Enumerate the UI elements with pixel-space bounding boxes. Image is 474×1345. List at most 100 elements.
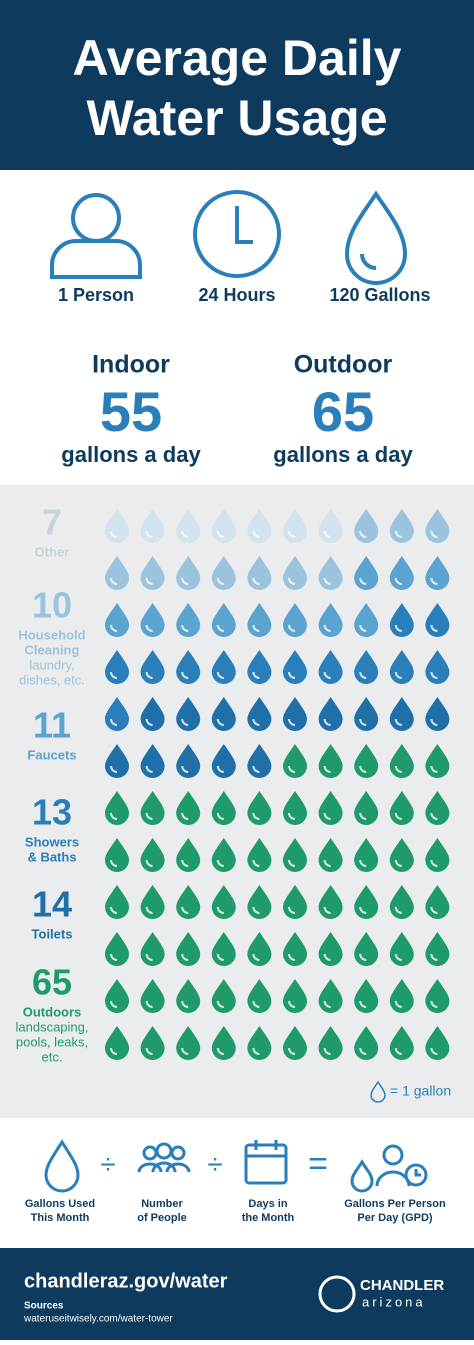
drop-shine bbox=[359, 1047, 367, 1055]
formula-label: Number bbox=[141, 1198, 183, 1210]
drop-shine bbox=[110, 671, 118, 679]
drop bbox=[389, 556, 414, 590]
drop-shine bbox=[216, 671, 224, 679]
formula-label: Per Day (GPD) bbox=[357, 1212, 433, 1224]
drop bbox=[247, 556, 272, 590]
usage-value: 65 bbox=[312, 380, 374, 443]
category-label: Household bbox=[18, 627, 85, 642]
drop bbox=[247, 1026, 272, 1060]
drop-shine bbox=[252, 718, 260, 726]
drop bbox=[318, 744, 343, 778]
drop-shine bbox=[323, 765, 331, 773]
drop bbox=[247, 979, 272, 1013]
drop bbox=[140, 744, 165, 778]
category-label: Toilets bbox=[32, 926, 73, 941]
drop bbox=[318, 650, 343, 684]
drop-shine bbox=[323, 1000, 331, 1008]
category-detail: pools, leaks, bbox=[16, 1034, 88, 1049]
drop-shine bbox=[145, 953, 153, 961]
drop-shine bbox=[394, 718, 402, 726]
drop bbox=[247, 697, 272, 731]
drop-shine bbox=[323, 1047, 331, 1055]
drop-shine bbox=[252, 1047, 260, 1055]
drop-shine bbox=[430, 671, 438, 679]
drop-shine bbox=[216, 1000, 224, 1008]
drop bbox=[318, 509, 343, 543]
category-value: 14 bbox=[32, 884, 72, 925]
drop-shine bbox=[110, 812, 118, 820]
drop bbox=[318, 791, 343, 825]
drop bbox=[283, 885, 307, 919]
drop bbox=[318, 838, 343, 872]
drop bbox=[140, 509, 165, 543]
formula-label: Gallons Used bbox=[25, 1198, 95, 1210]
drop-shine bbox=[145, 1000, 153, 1008]
drop-shine bbox=[145, 906, 153, 914]
summary-label: 120 Gallons bbox=[329, 285, 430, 305]
drop-shine bbox=[394, 624, 402, 632]
drop-shine bbox=[145, 812, 153, 820]
drop-shine bbox=[430, 953, 438, 961]
drop-shine bbox=[110, 859, 118, 867]
sources-label: Sources bbox=[24, 1301, 64, 1312]
drop-shine bbox=[145, 577, 153, 585]
legend-text: = 1 gallon bbox=[390, 1083, 451, 1099]
drop-shine bbox=[288, 953, 296, 961]
drop bbox=[211, 556, 236, 590]
drop bbox=[354, 838, 379, 872]
drop bbox=[389, 697, 414, 731]
formula-labels: Gallons Used This Month Number of People Day… bbox=[25, 1198, 446, 1224]
drop-shine bbox=[252, 859, 260, 867]
drop bbox=[425, 603, 450, 637]
drop bbox=[176, 885, 201, 919]
drop-shine bbox=[394, 671, 402, 679]
drop bbox=[176, 556, 201, 590]
drop-shine bbox=[430, 812, 438, 820]
drop-shine bbox=[181, 859, 189, 867]
drop-shine bbox=[216, 859, 224, 867]
drop-shine bbox=[430, 530, 438, 538]
drop bbox=[140, 932, 165, 966]
drop bbox=[211, 1026, 236, 1060]
drop-shine bbox=[359, 530, 367, 538]
drop-shine bbox=[216, 812, 224, 820]
drop bbox=[247, 603, 272, 637]
usage-label: Indoor bbox=[92, 351, 170, 379]
drop-shine bbox=[394, 953, 402, 961]
drop bbox=[389, 838, 414, 872]
drop bbox=[211, 650, 236, 684]
drop-shine bbox=[288, 624, 296, 632]
drop-shine bbox=[430, 577, 438, 585]
drop bbox=[425, 1026, 450, 1060]
drop-shine bbox=[181, 530, 189, 538]
drop bbox=[140, 1026, 165, 1060]
drop-shine bbox=[252, 953, 260, 961]
drop bbox=[389, 791, 414, 825]
drop bbox=[318, 979, 343, 1013]
drop-shine bbox=[430, 765, 438, 773]
drop-shine bbox=[394, 765, 402, 773]
drop-shine bbox=[359, 577, 367, 585]
drop bbox=[105, 697, 129, 731]
drop-shine bbox=[110, 765, 118, 773]
footer-url: chandleraz.gov/water bbox=[24, 1270, 228, 1292]
drop-shine bbox=[252, 906, 260, 914]
drop bbox=[105, 979, 129, 1013]
drop-shine bbox=[359, 718, 367, 726]
category-value: 11 bbox=[33, 705, 71, 746]
drop-shine bbox=[430, 718, 438, 726]
drop-shine bbox=[110, 577, 118, 585]
drop-shine bbox=[323, 624, 331, 632]
drop-shine bbox=[359, 765, 367, 773]
drop bbox=[211, 603, 236, 637]
drop-shine bbox=[359, 624, 367, 632]
title-line: Average Daily bbox=[73, 30, 402, 86]
drop bbox=[283, 932, 307, 966]
drop-shine bbox=[252, 765, 260, 773]
drop bbox=[283, 509, 307, 543]
drop bbox=[389, 932, 414, 966]
drop-shine bbox=[145, 1047, 153, 1055]
drop-shine bbox=[323, 718, 331, 726]
